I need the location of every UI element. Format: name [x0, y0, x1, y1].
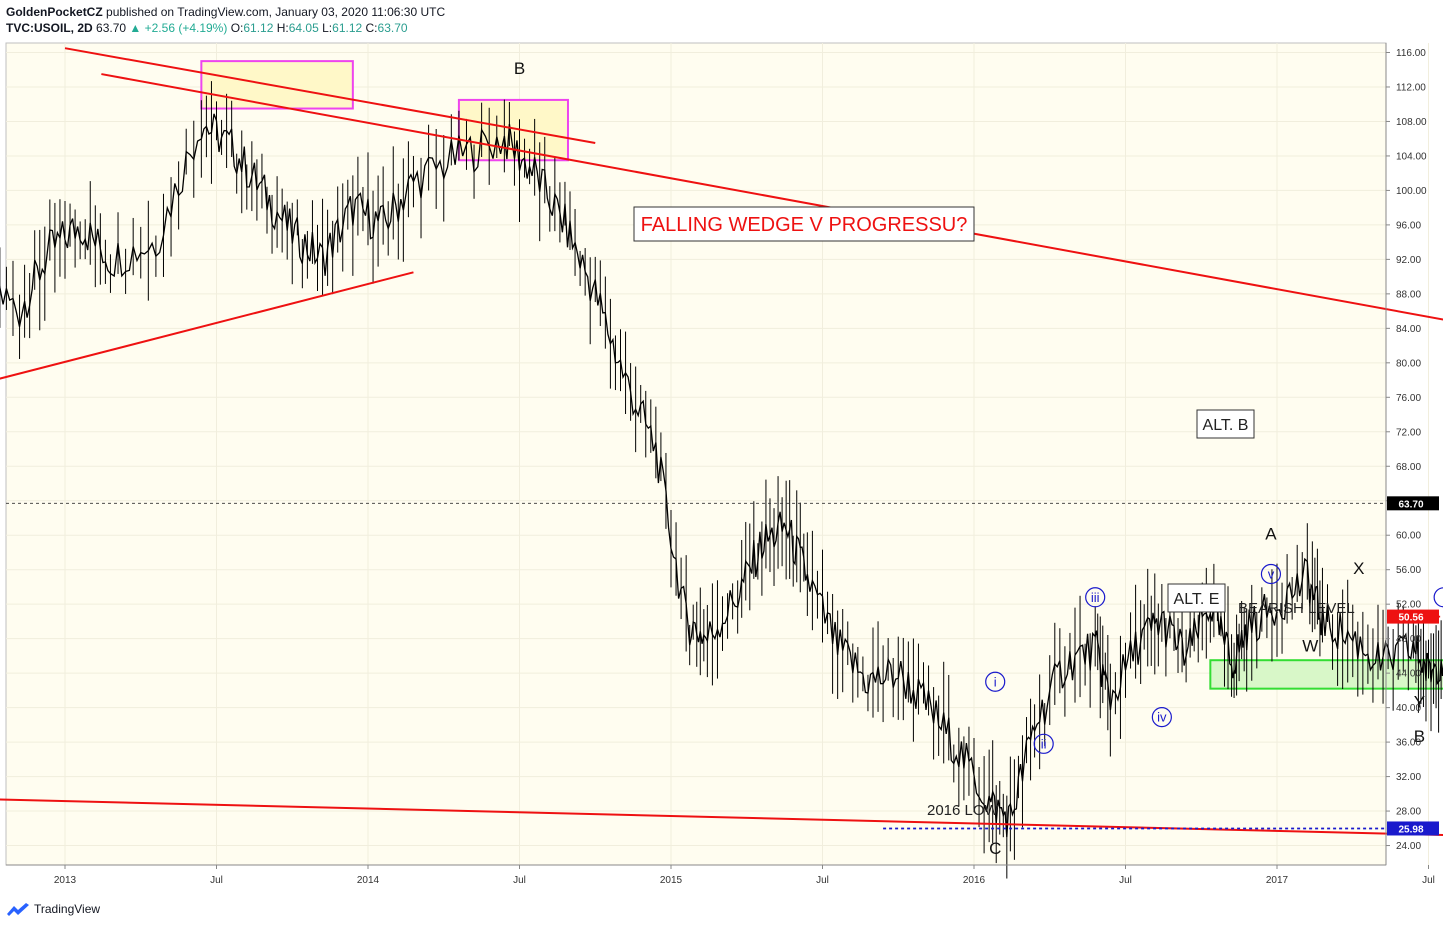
- y-tick-label: 44.00: [1396, 669, 1421, 680]
- y-tick-label: 96.00: [1396, 220, 1421, 231]
- open-value: 61.12: [243, 21, 274, 35]
- wave-label-blue: i: [994, 674, 997, 689]
- annotation-box: [1196, 409, 1255, 439]
- low-value: 61.12: [332, 21, 363, 35]
- wave-circle: [1033, 733, 1054, 754]
- y-tick-label: 84.00: [1396, 324, 1421, 335]
- close-value: 63.70: [377, 21, 408, 35]
- high-label: H:: [276, 21, 289, 35]
- annotation-text: BEARISH LEVEL: [1238, 600, 1355, 617]
- footer: TradingView: [6, 902, 100, 916]
- y-tick-label: 28.00: [1396, 807, 1421, 818]
- tradingview-brand[interactable]: TradingView: [34, 902, 101, 916]
- x-tick-label: 2017: [1266, 875, 1289, 886]
- trendline: [64, 47, 596, 144]
- high-value: 64.05: [288, 21, 319, 35]
- price-tag-label: 63.70: [1398, 499, 1423, 510]
- wave-label: C: [989, 839, 1001, 858]
- wave-label: Y: [1414, 693, 1425, 712]
- y-tick-label: 92.00: [1396, 255, 1421, 266]
- wave-circle: [1085, 587, 1106, 608]
- x-tick-label: Jul: [513, 875, 526, 886]
- price-axis[interactable]: 116.00 112.00 108.00 104.00 100.00 96.00 92.00…: [1385, 43, 1439, 865]
- wave-label: A: [1265, 525, 1277, 544]
- y-tick-label: 60.00: [1396, 531, 1421, 542]
- y-tick-label: 48.00: [1396, 634, 1421, 645]
- publish-info: published on TradingView.com, January 03…: [106, 5, 446, 19]
- y-tick-label: 88.00: [1396, 289, 1421, 300]
- annotation-text: FALLING WEDGE V PROGRESSU?: [641, 214, 968, 236]
- y-tick-label: 56.00: [1396, 565, 1421, 576]
- pivot-box: [200, 60, 354, 110]
- y-tick-label: 40.00: [1396, 703, 1421, 714]
- horizontal-levels: [6, 502, 1443, 830]
- price-change: +2.56 (+4.19%): [144, 21, 228, 35]
- wave-circle: [1433, 587, 1443, 608]
- annotation-box: [1167, 583, 1226, 613]
- y-tick-label: 80.00: [1396, 358, 1421, 369]
- wave-label-blue: v: [1268, 567, 1275, 582]
- wave-label-blue: iv: [1157, 710, 1167, 725]
- symbol-name[interactable]: TVC:USOIL, 2D: [6, 21, 93, 35]
- x-tick-label: 2013: [54, 875, 77, 886]
- y-tick-label: 68.00: [1396, 462, 1421, 473]
- y-tick-label: 108.00: [1396, 117, 1427, 128]
- y-tick-label: 52.00: [1396, 600, 1421, 611]
- price-series: [0, 81, 1443, 879]
- last-price: 63.70: [96, 21, 127, 35]
- annotation-text: ALT. B: [1203, 417, 1249, 434]
- y-tick-label: 112.00: [1396, 82, 1426, 93]
- trendline: [101, 73, 1443, 321]
- y-tick-label: 36.00: [1396, 738, 1421, 749]
- y-tick-label: 72.00: [1396, 427, 1421, 438]
- low-label: L:: [322, 21, 333, 35]
- annotation-text: ALT. E: [1174, 591, 1220, 608]
- wave-circle: [1260, 563, 1282, 585]
- chart-background: [5, 42, 1387, 866]
- price-tag-label: 50.56: [1398, 613, 1423, 624]
- trendline: [0, 271, 414, 380]
- y-tick-label: 76.00: [1396, 393, 1421, 404]
- price-tag-bg: [1387, 496, 1439, 511]
- open-label: O:: [230, 21, 244, 35]
- wave-label-blue: ii: [1041, 736, 1047, 751]
- wave-label: B: [1414, 727, 1425, 746]
- author-name[interactable]: GoldenPocketCZ: [6, 5, 103, 19]
- support-zone-box: [1209, 659, 1443, 690]
- y-tick-label: 100.00: [1396, 186, 1427, 197]
- trendlines: [0, 47, 1443, 836]
- annotation-box: [633, 206, 975, 242]
- annotation-text: 2016 LOW: [927, 802, 1000, 819]
- wave-label: B: [514, 59, 525, 78]
- y-tick-label: 24.00: [1396, 841, 1421, 852]
- wave-labels: BCAXWYBCABC(4)iiiiiiivviiiiiiivvabcdeFAL…: [514, 59, 1443, 858]
- wave-circle: [985, 671, 1006, 692]
- tradingview-logo-icon[interactable]: [6, 902, 30, 916]
- x-tick-label: Jul: [816, 875, 829, 886]
- x-tick-label: 2016: [963, 875, 986, 886]
- y-tick-label: 116.00: [1396, 48, 1426, 59]
- close-label: C:: [365, 21, 378, 35]
- y-tick-label: 32.00: [1396, 772, 1421, 783]
- chart-header: GoldenPocketCZ published on TradingView.…: [6, 4, 445, 36]
- price-tag-label: 25.98: [1398, 824, 1423, 835]
- up-arrow-icon: ▲: [129, 21, 142, 35]
- y-tick-label: 104.00: [1396, 151, 1427, 162]
- wave-label: W: [1302, 637, 1318, 656]
- x-tick-label: Jul: [1422, 875, 1435, 886]
- grid: [6, 43, 1429, 865]
- time-axis[interactable]: 2013Jul2014Jul2015Jul2016Jul2017Jul2018J…: [6, 864, 1443, 886]
- x-tick-label: Jul: [1119, 875, 1132, 886]
- wave-label-blue: iii: [1091, 590, 1100, 605]
- trendline: [0, 798, 1443, 836]
- x-tick-label: Jul: [210, 875, 223, 886]
- wave-label: X: [1353, 559, 1364, 578]
- x-tick-label: 2015: [660, 875, 683, 886]
- price-tag-bg: [1387, 821, 1439, 836]
- wave-circle: [1151, 707, 1172, 728]
- x-tick-label: 2014: [357, 875, 380, 886]
- price-tag-bg: [1387, 609, 1439, 624]
